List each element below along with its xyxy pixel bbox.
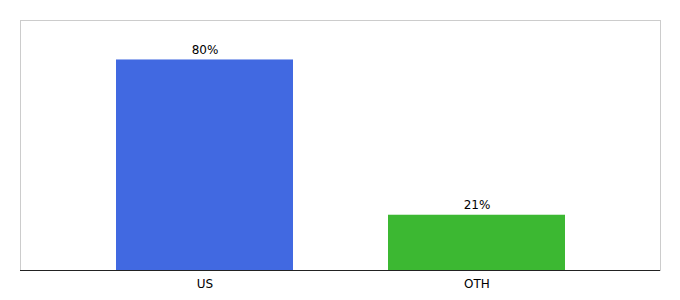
svg-text:US: US [197, 277, 213, 291]
svg-text:21%: 21% [464, 198, 491, 212]
svg-text:OTH: OTH [464, 277, 490, 291]
svg-text:80%: 80% [192, 43, 219, 57]
